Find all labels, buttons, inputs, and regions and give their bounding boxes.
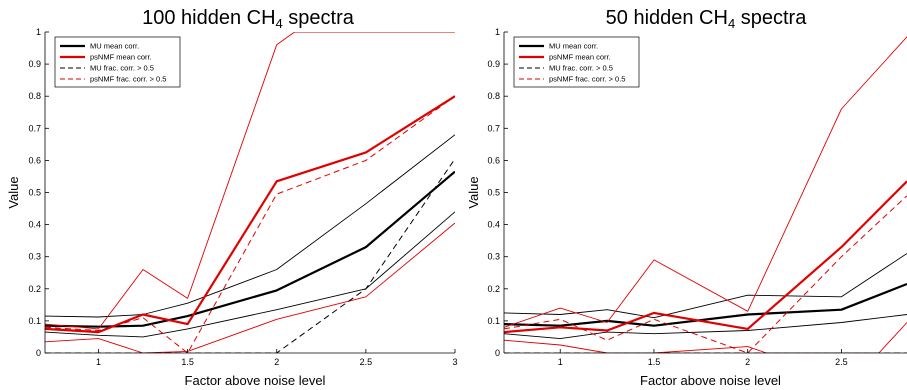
y-tick-label: 1 bbox=[36, 27, 41, 37]
chart-title-tail: spectra bbox=[735, 7, 807, 29]
legend-label: psNMF mean corr. bbox=[549, 53, 611, 62]
y-tick-label: 0.3 bbox=[28, 252, 41, 262]
y-tick-label: 0 bbox=[36, 348, 41, 358]
legend: MU mean corr. psNMF mean corr. MU frac. co… bbox=[54, 36, 181, 88]
y-axis-label: Value bbox=[6, 176, 21, 208]
series-line-psnmf-mean-corr bbox=[504, 180, 907, 334]
x-axis-label: Factor above noise level bbox=[185, 373, 326, 388]
y-tick-label: 0.4 bbox=[28, 220, 41, 230]
y-tick-label: 0.9 bbox=[487, 59, 500, 69]
y-tick-label: 0.7 bbox=[487, 123, 500, 133]
series-line-bound-2 bbox=[504, 314, 907, 340]
legend-label: psNMF frac. corr. > 0.5 bbox=[90, 75, 166, 84]
y-tick-label: 0.6 bbox=[487, 155, 500, 165]
x-tick-label: 1.5 bbox=[181, 357, 194, 367]
chart-title-tail: spectra bbox=[283, 7, 355, 29]
x-tick-label: 1 bbox=[558, 357, 563, 367]
y-tick-label: 0.2 bbox=[487, 284, 500, 294]
x-tick-label: 2 bbox=[745, 357, 750, 367]
y-tick-label: 1 bbox=[495, 27, 500, 37]
chart-title-subscript: 4 bbox=[728, 16, 735, 31]
x-tick-label: 2.5 bbox=[835, 357, 848, 367]
legend-label: MU frac. corr. > 0.5 bbox=[549, 64, 613, 73]
y-tick-label: 0.4 bbox=[487, 220, 500, 230]
legend-label: psNMF frac. corr. > 0.5 bbox=[549, 75, 625, 84]
series-line-bound-4 bbox=[45, 32, 455, 330]
y-tick-label: 0.8 bbox=[28, 91, 41, 101]
y-tick-label: 0.8 bbox=[487, 91, 500, 101]
left-chart-panel: 100 hidden CH4 spectra 0 0.1 0.2 0.3 0.4 0.5 0.… bbox=[6, 7, 458, 388]
legend-label: MU frac. corr. > 0.5 bbox=[90, 64, 154, 73]
legend-label: psNMF mean corr. bbox=[90, 53, 152, 62]
series-line-psnmf-frac-corr-0-5 bbox=[504, 195, 907, 353]
y-tick-label: 0.1 bbox=[28, 316, 41, 326]
x-tick-label: 3 bbox=[452, 357, 457, 367]
series-line-bound-1 bbox=[45, 134, 455, 318]
series-line-bound-5 bbox=[504, 322, 907, 353]
legend-label: MU mean corr. bbox=[549, 42, 598, 51]
y-tick-label: 0 bbox=[495, 348, 500, 358]
chart-title-subscript: 4 bbox=[276, 16, 283, 31]
x-tick-label: 1 bbox=[96, 357, 101, 367]
y-tick-label: 0.6 bbox=[28, 155, 41, 165]
chart-title-main: 100 hidden CH bbox=[142, 7, 275, 29]
x-axis-label: Factor above noise level bbox=[640, 373, 781, 388]
series-line-mu-frac-corr-0-5 bbox=[45, 158, 455, 353]
series-line-psnmf-frac-corr-0-5 bbox=[45, 95, 455, 353]
x-tick-label: 2 bbox=[274, 357, 279, 367]
legend-label: MU mean corr. bbox=[90, 42, 139, 51]
y-tick-label: 0.5 bbox=[487, 188, 500, 198]
y-tick-label: 0.3 bbox=[487, 252, 500, 262]
chart-title: 50 hidden CH4 spectra bbox=[606, 7, 808, 31]
series-line-mu-mean-corr bbox=[504, 282, 907, 327]
x-tick-label: 2.5 bbox=[360, 357, 373, 367]
y-tick-label: 0.7 bbox=[28, 123, 41, 133]
chart-title-main: 50 hidden CH bbox=[606, 7, 728, 29]
legend: MU mean corr. psNMF mean corr. MU frac. co… bbox=[513, 36, 640, 88]
series-line-bound-1 bbox=[504, 253, 907, 319]
y-tick-label: 0.2 bbox=[28, 284, 41, 294]
series-line-mu-mean-corr bbox=[45, 170, 455, 328]
right-chart-panel: 50 hidden CH4 spectra 0 0.1 0.2 0.3 0.4 0.5 0.6… bbox=[466, 7, 907, 388]
y-tick-label: 0.5 bbox=[28, 188, 41, 198]
x-tick-label: 1.5 bbox=[648, 357, 661, 367]
y-tick-label: 0.9 bbox=[28, 59, 41, 69]
series-line-psnmf-mean-corr bbox=[45, 95, 455, 334]
y-axis-label: Value bbox=[466, 176, 481, 208]
chart-title: 100 hidden CH4 spectra bbox=[142, 7, 355, 31]
series-group bbox=[504, 36, 907, 353]
y-tick-label: 0.1 bbox=[487, 316, 500, 326]
series-line-bound-4 bbox=[504, 36, 907, 328]
